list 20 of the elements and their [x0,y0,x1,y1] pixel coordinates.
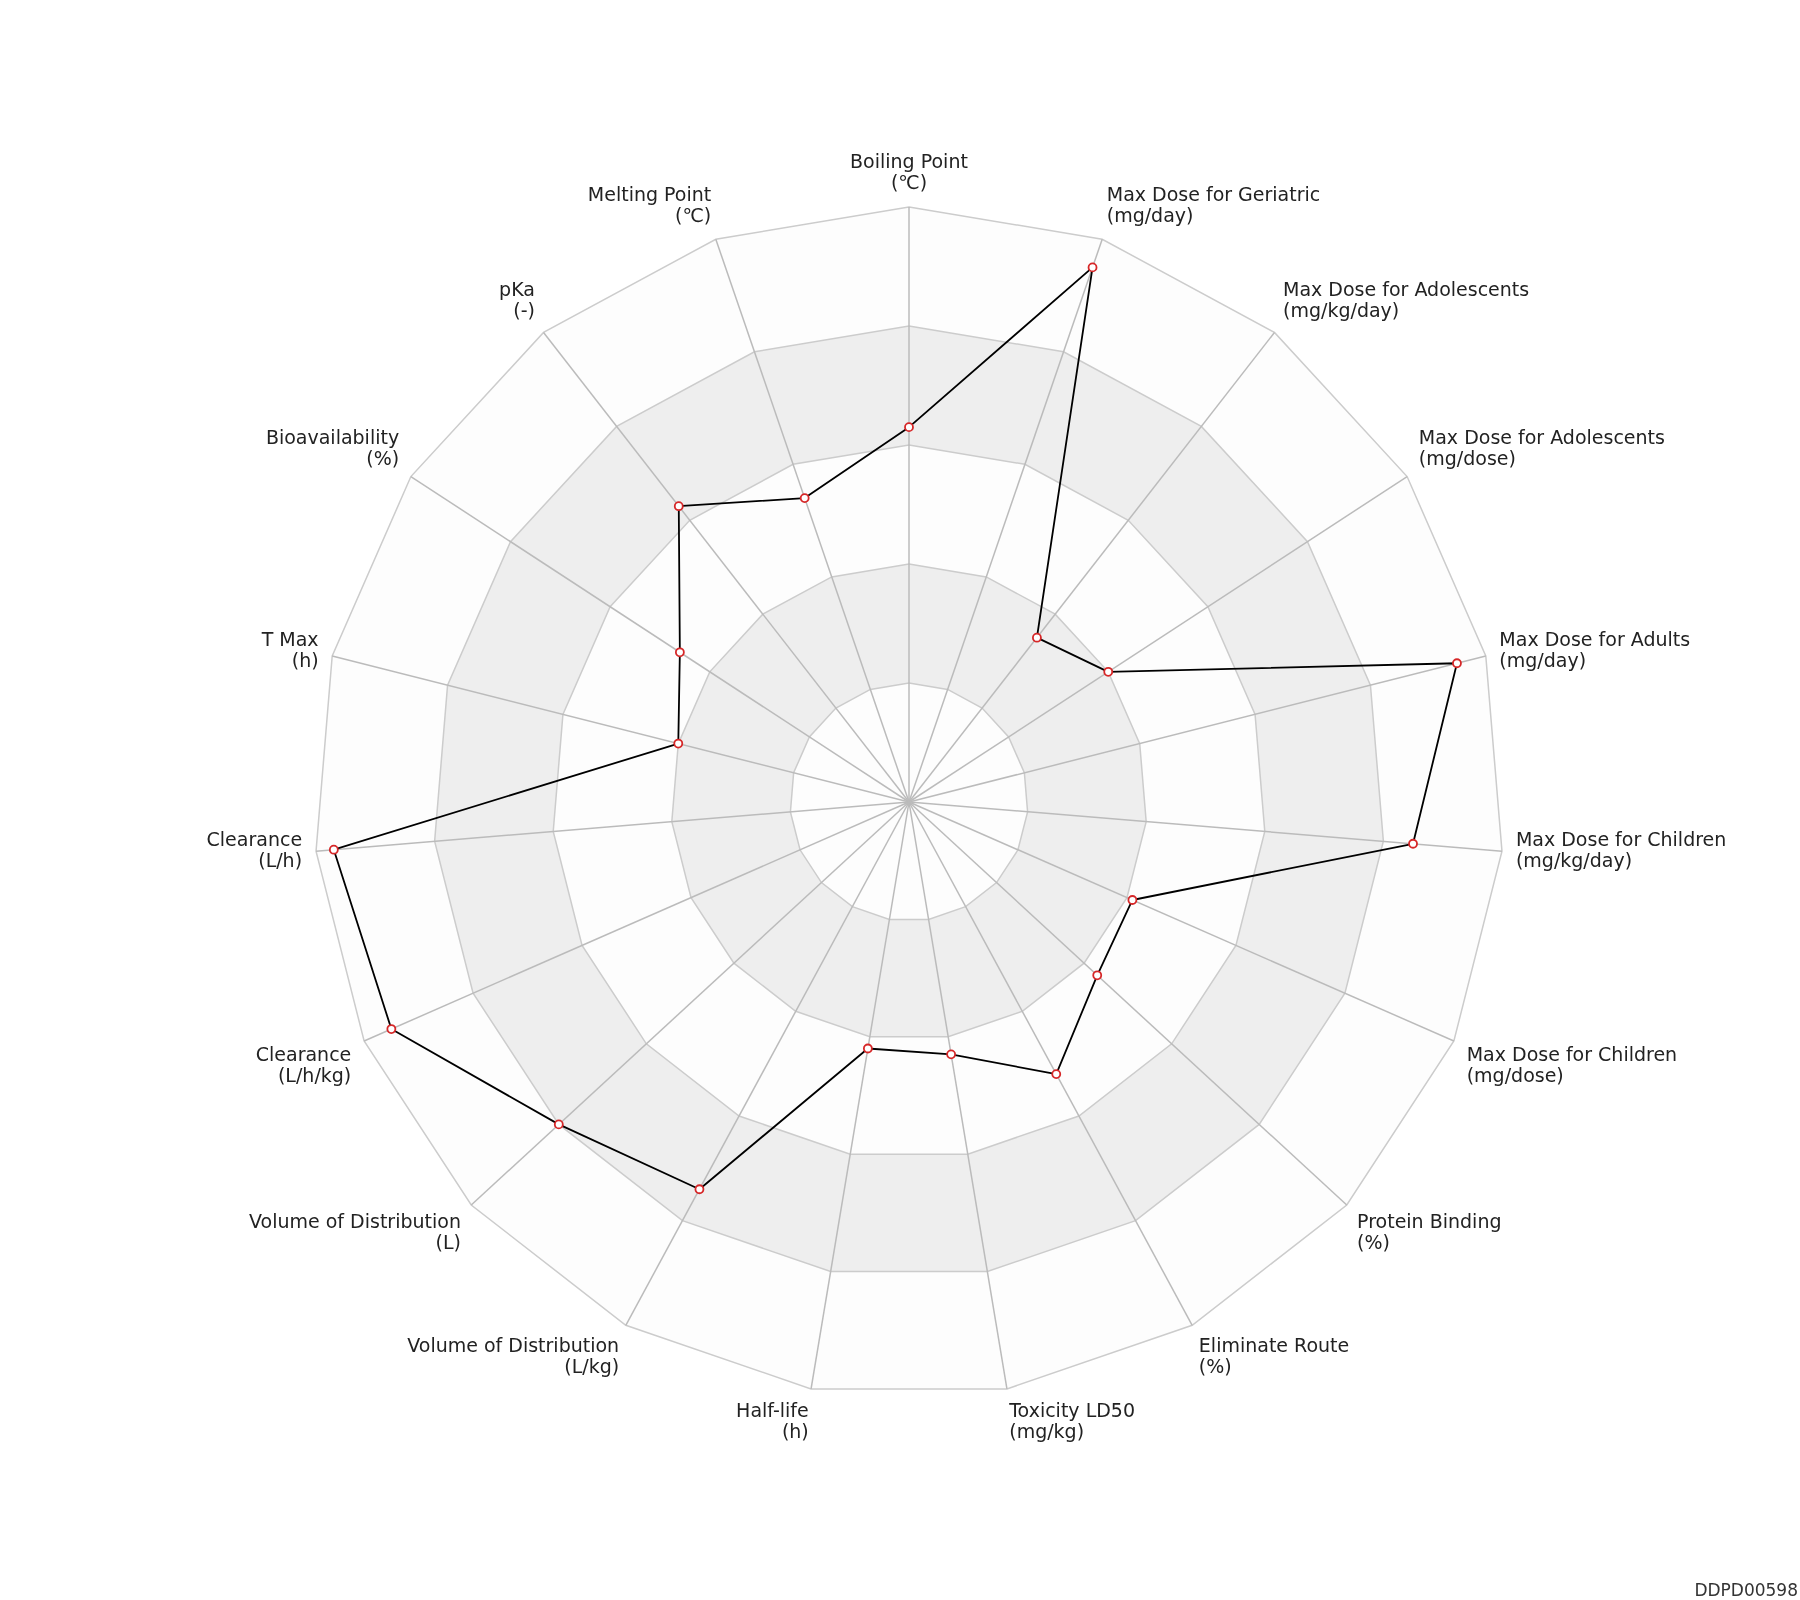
spoke-label: Half-life (h) [736,1398,809,1442]
spoke-label: Volume of Distribution (L) [249,1210,461,1254]
text: DDPD00598 [1694,1580,1798,1600]
spoke-label: Max Dose for Geriatric (mg/day) [1106,183,1321,226]
spoke-label: T Max (h) [260,628,319,672]
spoke-label: Max Dose for Children (mg/dose) [1466,1042,1678,1086]
spoke-label: Max Dose for Children (mg/kg/day) [1515,828,1727,872]
spoke-label: Toxicity LD50 (mg/kg) [1008,1398,1136,1442]
spoke-label: Bioavailability (%) [265,425,400,469]
spoke-label: Melting Point (℃) [587,183,712,226]
spoke-label: Max Dose for Adolescents (mg/dose) [1418,425,1665,469]
spoke-label: Clearance (L/h/kg) [255,1042,352,1086]
spoke-label: Max Dose for Adults (mg/day) [1499,628,1691,672]
spoke-label: Boiling Point (℃) [850,150,968,193]
spoke-label: pKa (-) [499,278,535,322]
spoke-label: Volume of Distribution (L/kg) [407,1333,620,1377]
spoke-label: Protein Binding (%) [1357,1210,1502,1254]
spoke-label: Eliminate Route (%) [1198,1333,1350,1377]
spoke-label: Clearance (L/h) [206,828,303,872]
spoke-label: Max Dose for Adolescents (mg/kg/day) [1283,278,1530,322]
